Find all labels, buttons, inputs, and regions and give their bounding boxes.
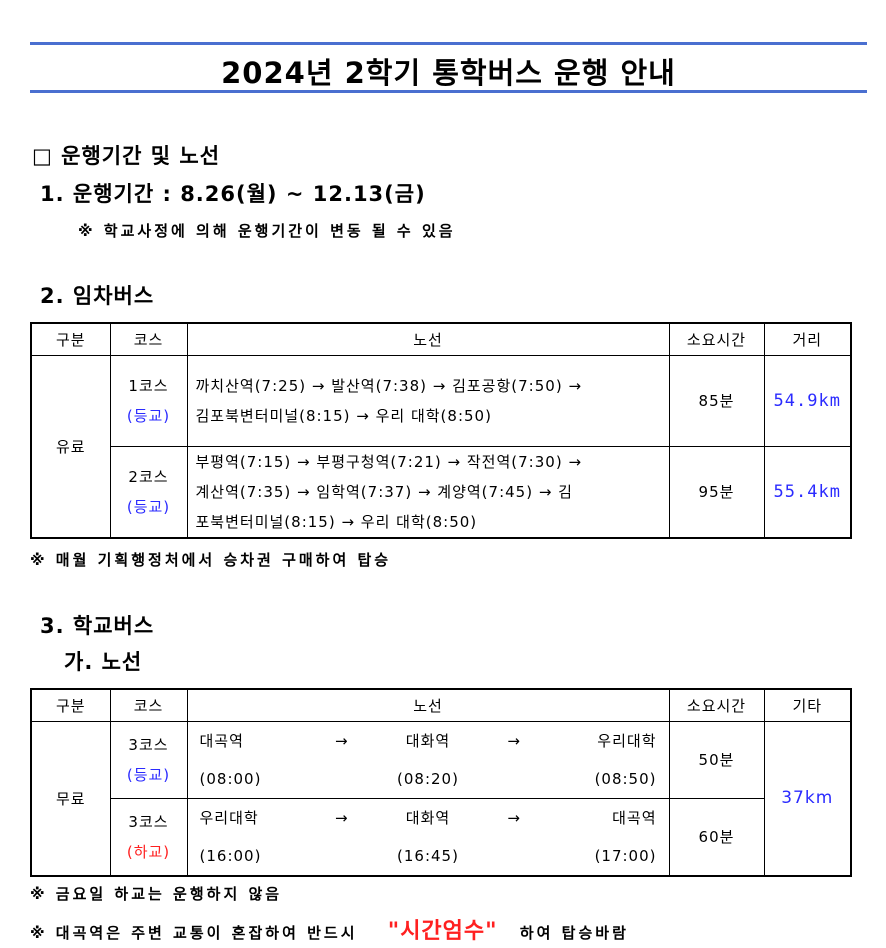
- page-title: 2024년 2학기 통학버스 운행 안내: [221, 56, 676, 90]
- note-suffix: 하여 탑승바람: [519, 924, 629, 942]
- school-bus-note-2: ※ 대곡역은 주변 교통이 혼잡하여 반드시 "시간엄수" 하여 탑승바람: [30, 913, 629, 945]
- route-line: 포북변터미널(8:15) → 우리 대학(8:50): [195, 512, 478, 531]
- period-heading: 1. 운행기간 : 8.26(월) ~ 12.13(금): [40, 182, 426, 206]
- arrow-icon: →: [507, 808, 521, 827]
- header-duration: 소요시간: [668, 688, 765, 722]
- route-line: 부평역(7:15) → 부평구청역(7:21) → 작전역(7:30) →: [195, 452, 583, 471]
- table-header-row: 구분 코스 노선 소요시간 거리: [30, 322, 852, 356]
- title-rule-bottom: [30, 90, 867, 93]
- etc-cell: 37km: [763, 720, 852, 876]
- route-times: (16:00) (16:45) (17:00): [188, 837, 669, 875]
- title-rule-top: [30, 42, 867, 45]
- stop: 대곡역: [199, 731, 244, 750]
- stop: 대곡역: [612, 808, 657, 827]
- time: (16:00): [199, 846, 262, 865]
- route-times: (08:00) (08:20) (08:50): [188, 760, 669, 798]
- time: (17:00): [594, 846, 657, 865]
- course-name: 3코스: [128, 812, 169, 831]
- distance-cell: 54.9km: [763, 354, 852, 447]
- charter-bus-table: 구분 코스 노선 소요시간 거리 유료 1코스 (등교) 까치산역(7:25) →…: [30, 322, 852, 539]
- header-course: 코스: [109, 688, 188, 722]
- period-note: ※ 학교사정에 의해 운행기간이 변동 될 수 있음: [78, 222, 456, 240]
- course-type: (등교): [126, 406, 171, 425]
- header-category: 구분: [30, 688, 111, 722]
- route-stops: 대곡역 → 대화역 → 우리대학: [188, 722, 669, 760]
- time: (08:00): [199, 769, 262, 788]
- time: (08:20): [397, 769, 459, 788]
- section-heading: □ 운행기간 및 노선: [32, 144, 221, 168]
- note-prefix: ※ 대곡역은 주변 교통이 혼잡하여 반드시: [30, 924, 358, 942]
- header-course: 코스: [109, 322, 188, 356]
- arrow-icon: →: [335, 808, 349, 827]
- header-route: 노선: [186, 688, 670, 722]
- route-stops: 우리대학 → 대화역 → 대곡역: [188, 799, 669, 837]
- header-duration: 소요시간: [668, 322, 765, 356]
- course-type: (등교): [126, 765, 171, 784]
- stop: 대화역: [405, 731, 451, 750]
- header-category: 구분: [30, 322, 111, 356]
- course-type: (등교): [126, 497, 171, 516]
- duration-cell: 95분: [668, 445, 765, 538]
- route-line: 까치산역(7:25) → 발산역(7:38) → 김포공항(7:50) →: [195, 376, 583, 395]
- charter-bus-heading: 2. 임차버스: [40, 284, 155, 308]
- arrow-icon: →: [335, 731, 349, 750]
- time: (16:45): [397, 846, 459, 865]
- route-line: 김포북변터미널(8:15) → 우리 대학(8:50): [195, 406, 492, 425]
- duration-cell: 50분: [668, 720, 765, 799]
- distance-cell: 55.4km: [763, 445, 852, 538]
- route-line: 계산역(7:35) → 임학역(7:37) → 계양역(7:45) → 김: [195, 482, 573, 501]
- header-route: 노선: [186, 322, 670, 356]
- table-header-row: 구분 코스 노선 소요시간 기타: [30, 688, 852, 722]
- table-row: 2코스 (등교) 부평역(7:15) → 부평구청역(7:21) → 작전역(7:…: [31, 445, 852, 538]
- course-name: 1코스: [128, 376, 169, 395]
- stop: 대화역: [405, 808, 451, 827]
- note-emphasis: "시간엄수": [387, 919, 498, 944]
- course-name: 3코스: [128, 735, 169, 754]
- school-bus-note-1: ※ 금요일 하교는 운행하지 않음: [30, 885, 283, 903]
- table-row: 유료 1코스 (등교) 까치산역(7:25) → 발산역(7:38) → 김포공항…: [30, 354, 852, 538]
- course-type: (하교): [126, 842, 171, 861]
- school-bus-table: 구분 코스 노선 소요시간 기타 무료 3코스 (등교) 대곡역 → 대화역 → 우리대학…: [30, 688, 852, 877]
- header-etc: 기타: [763, 688, 852, 722]
- table-row: 무료 3코스 (등교) 대곡역 → 대화역 → 우리대학 (08:00) (08:20) (0…: [30, 720, 852, 876]
- time: (08:50): [594, 769, 657, 788]
- stop: 우리대학: [199, 808, 259, 827]
- table-row: 3코스 (하교) 우리대학 → 대화역 → 대곡역 (16:00) (16:45) (17:0…: [31, 797, 851, 876]
- duration-cell: 85분: [668, 354, 765, 447]
- charter-bus-note: ※ 매월 기획행정처에서 승차권 구매하여 탑승: [30, 551, 392, 569]
- category-cell: 유료: [30, 354, 111, 538]
- stop: 우리대학: [597, 731, 657, 750]
- duration-cell: 60분: [668, 797, 765, 876]
- school-bus-heading: 3. 학교버스: [40, 614, 155, 638]
- category-cell: 무료: [30, 720, 111, 876]
- course-name: 2코스: [128, 467, 169, 486]
- arrow-icon: →: [507, 731, 521, 750]
- school-bus-subheading: 가. 노선: [64, 650, 143, 674]
- header-distance: 거리: [763, 322, 852, 356]
